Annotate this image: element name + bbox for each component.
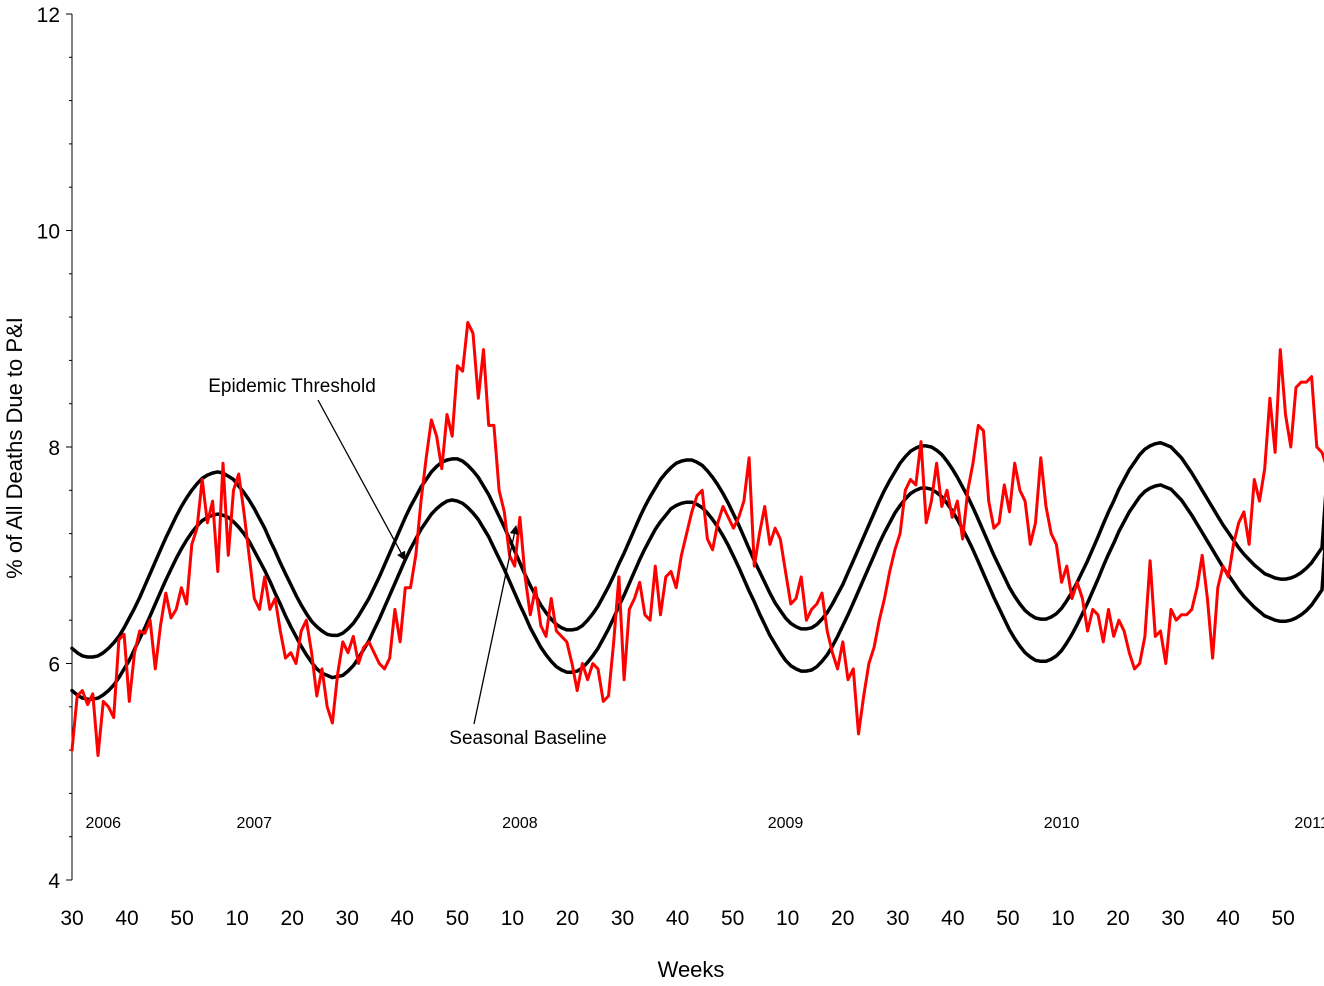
y-tick-label: 8 <box>48 437 60 460</box>
annotation-arrow-epidemic-threshold <box>317 399 406 561</box>
annotations: Epidemic Threshold Seasonal Baseline <box>208 376 606 749</box>
x-tick-label: 30 <box>611 907 634 930</box>
x-tick-label: 30 <box>1161 907 1184 930</box>
x-axis: 30 40 50 10 20 30 40 50 10 20 30 40 50 10 20 30 40 50 10 20… <box>60 907 1295 930</box>
year-label: 2008 <box>502 815 538 832</box>
x-tick-label: 30 <box>336 907 359 930</box>
y-tick-label: 12 <box>37 4 60 27</box>
x-tick-label: 30 <box>60 907 83 930</box>
x-tick-label: 40 <box>391 907 414 930</box>
x-tick-label: 20 <box>281 907 304 930</box>
year-label: 2011 <box>1294 815 1324 832</box>
y-tick-label: 4 <box>48 870 60 893</box>
annotation-epidemic-threshold: Epidemic Threshold <box>208 376 376 397</box>
x-tick-label: 10 <box>501 907 524 930</box>
x-tick-label: 40 <box>115 907 138 930</box>
x-tick-label: 10 <box>225 907 248 930</box>
x-tick-label: 40 <box>1216 907 1239 930</box>
year-label: 2006 <box>85 815 121 832</box>
x-axis-title: Weeks <box>658 957 725 982</box>
year-label: 2010 <box>1044 815 1080 832</box>
x-tick-label: 50 <box>996 907 1019 930</box>
x-tick-label: 50 <box>170 907 193 930</box>
annotation-arrow-seasonal-baseline <box>473 525 519 725</box>
year-label: 2009 <box>768 815 804 832</box>
y-tick-label: 10 <box>37 221 60 244</box>
y-axis: 4 6 8 10 12 <box>37 4 73 893</box>
x-tick-label: 40 <box>941 907 964 930</box>
x-tick-label: 20 <box>831 907 854 930</box>
y-tick-label: 6 <box>48 654 60 677</box>
x-tick-label: 30 <box>886 907 909 930</box>
series-line-p-i-mortality <box>70 321 1324 757</box>
x-tick-label: 10 <box>1051 907 1074 930</box>
year-labels: 2006 2007 2008 2009 2010 2011 <box>85 815 1324 832</box>
x-tick-label: 40 <box>666 907 689 930</box>
y-axis-title: % of All Deaths Due to P&I <box>2 317 27 579</box>
series-line-seasonal-baseline <box>70 483 1324 701</box>
x-tick-label: 50 <box>1271 907 1294 930</box>
x-tick-label: 20 <box>1106 907 1129 930</box>
series-group <box>70 321 1324 757</box>
x-tick-label: 50 <box>721 907 744 930</box>
year-label: 2007 <box>236 815 272 832</box>
series-line-epidemic-threshold <box>70 440 1324 659</box>
x-tick-label: 50 <box>446 907 469 930</box>
x-tick-label: 10 <box>776 907 799 930</box>
x-tick-label: 20 <box>556 907 579 930</box>
annotation-seasonal-baseline: Seasonal Baseline <box>449 728 606 749</box>
